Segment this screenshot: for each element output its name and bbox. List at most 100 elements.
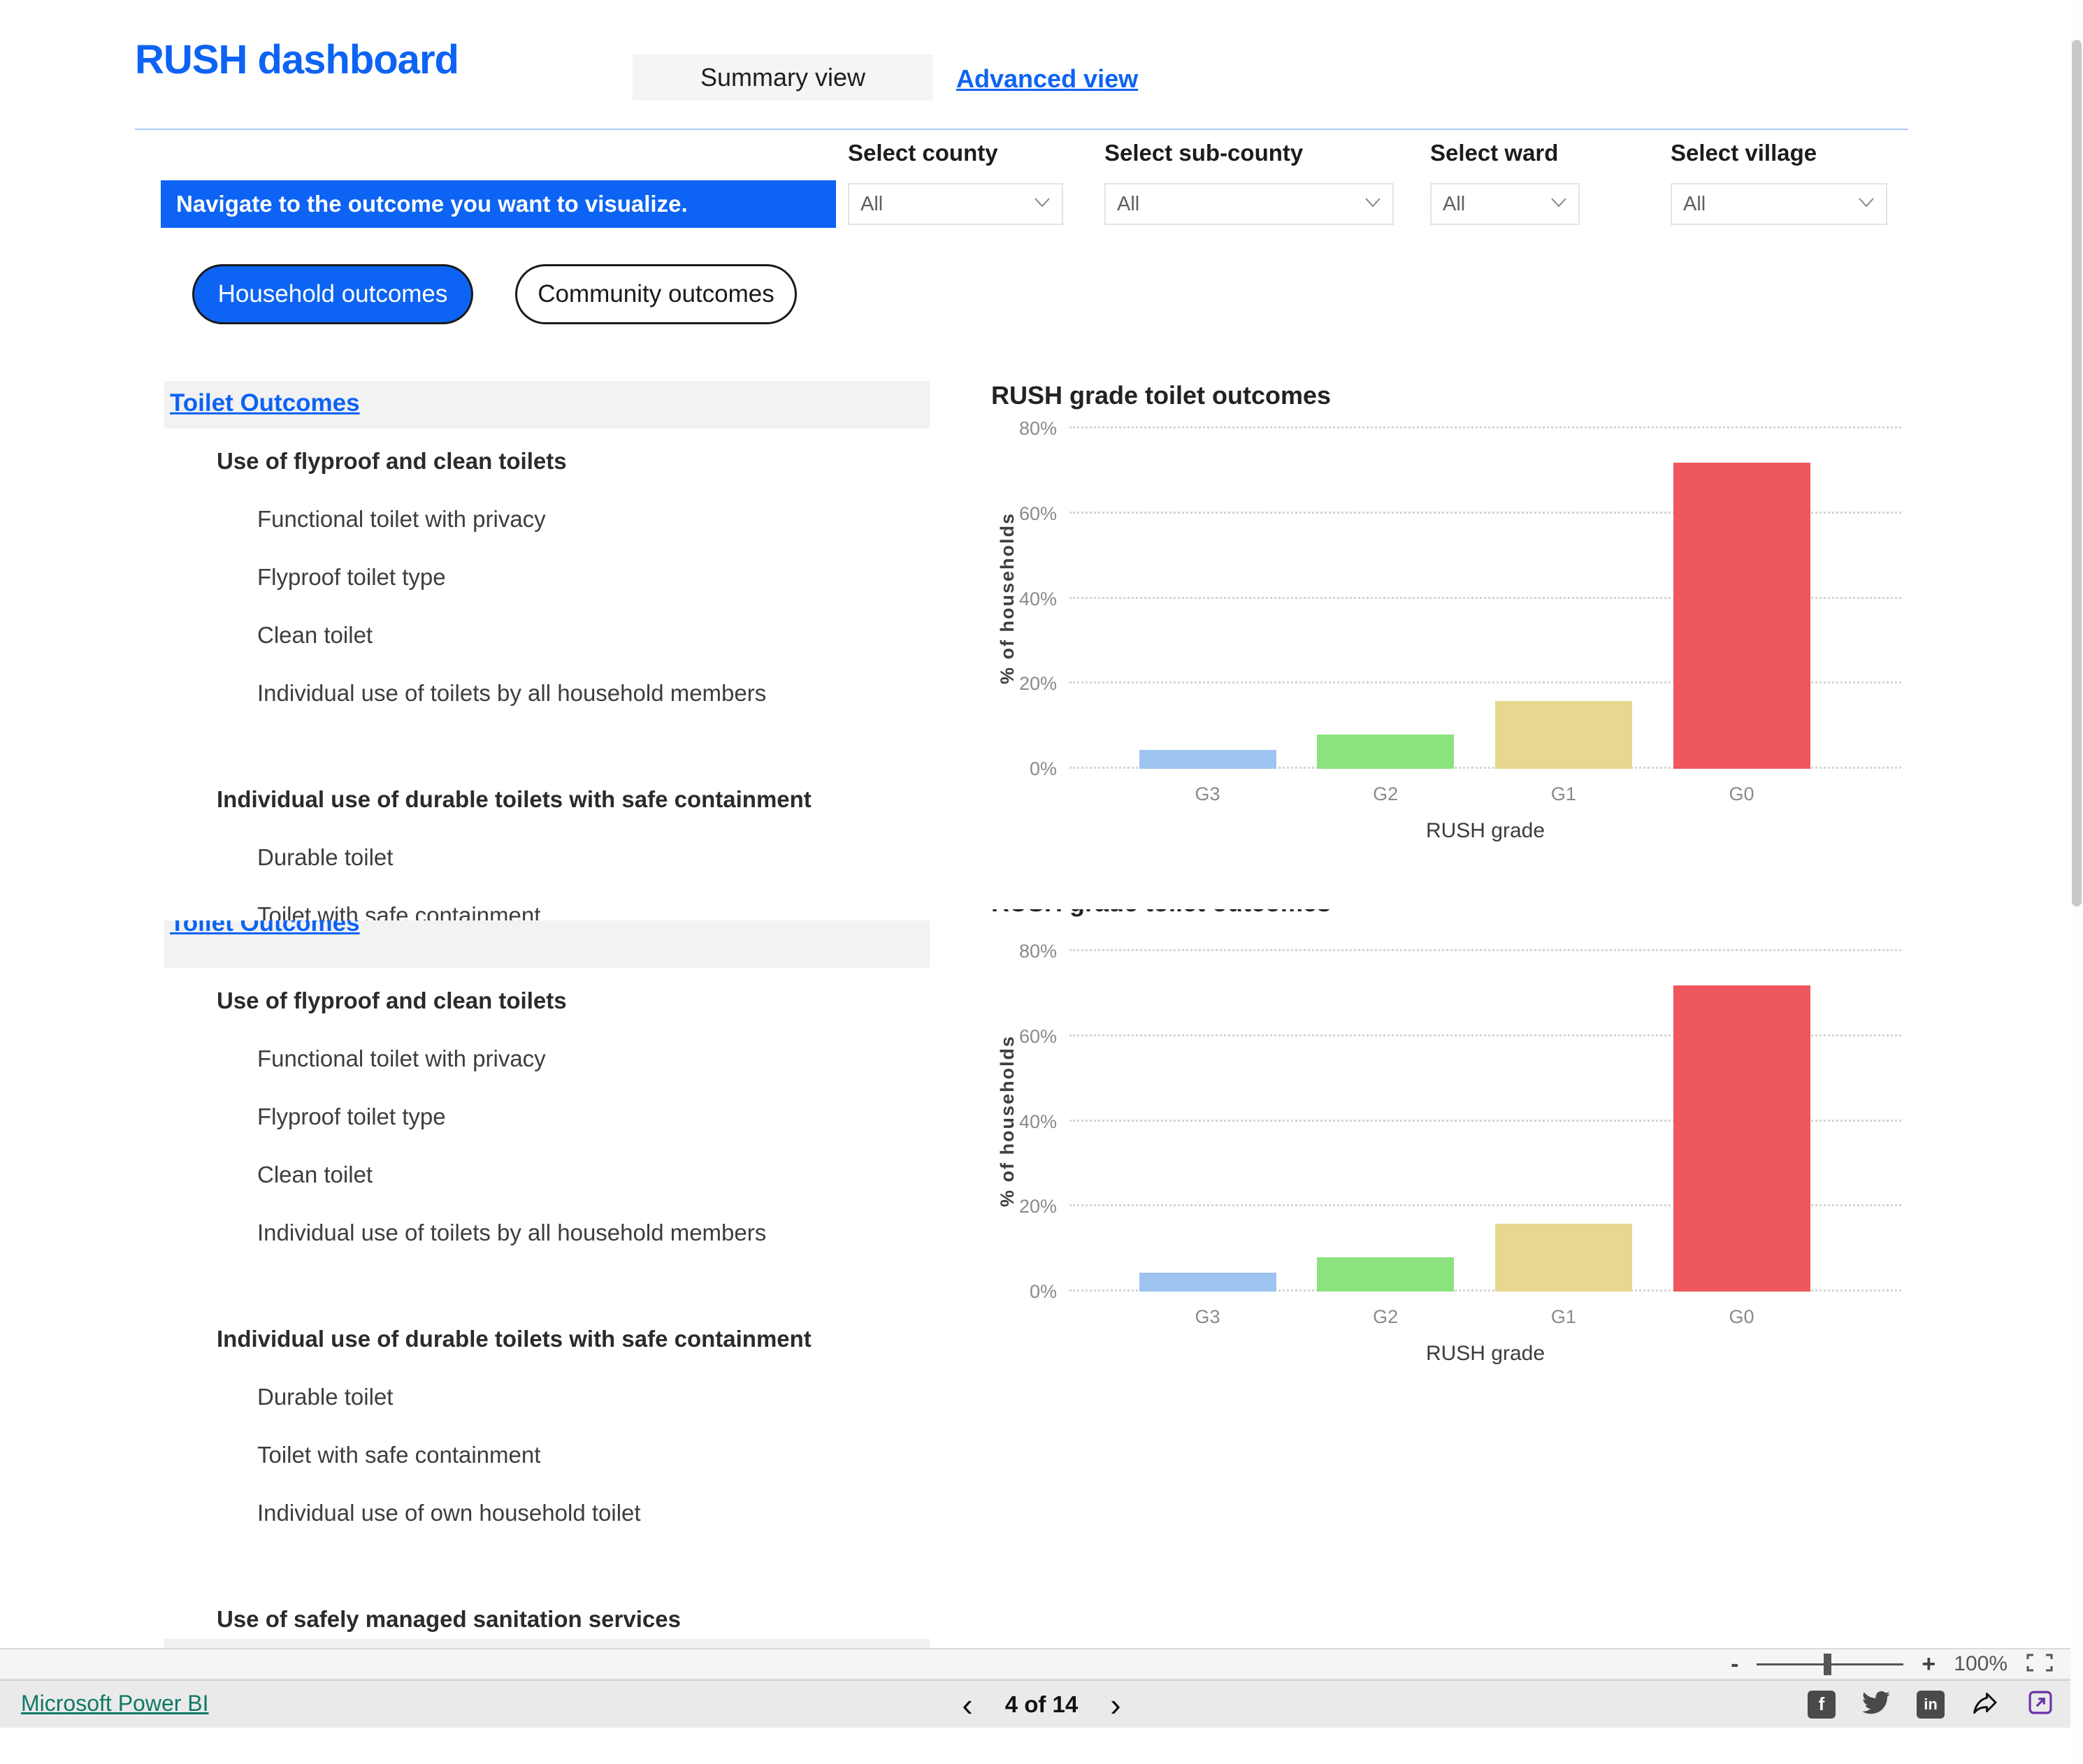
list-item[interactable]: Flyproof toilet type	[257, 1104, 446, 1129]
list-item[interactable]: Functional toilet with privacy	[257, 1046, 546, 1071]
bar-G3[interactable]	[1139, 749, 1276, 769]
plot-area: % of households RUSH grade 0% 20% 40% 60% 80…	[997, 418, 1901, 842]
zoom-level: 100%	[1954, 1652, 2008, 1675]
x-tick-label-G0: G0	[1729, 783, 1754, 804]
list-item[interactable]: Toilet with safe containment	[257, 902, 541, 920]
gridline	[1069, 681, 1901, 684]
twitter-icon[interactable]	[1861, 1689, 1891, 1720]
chevron-down-icon	[1550, 197, 1567, 211]
y-tick-label: 0%	[1029, 1281, 1057, 1302]
y-tick-label: 80%	[1018, 418, 1057, 439]
tab-advanced-view[interactable]: Advanced view	[956, 64, 1139, 93]
y-tick-label: 60%	[1018, 503, 1057, 524]
x-tick-label-G3: G3	[1195, 1306, 1220, 1327]
bar-G2[interactable]	[1317, 735, 1455, 769]
list-item[interactable]: Clean toilet	[257, 622, 373, 648]
list-item[interactable]: Durable toilet	[257, 1384, 394, 1410]
gridline	[1069, 949, 1901, 951]
x-tick-label-G1: G1	[1550, 1306, 1576, 1327]
share-icon[interactable]	[1970, 1689, 2001, 1720]
filter-label-village: Select village	[1671, 140, 1817, 166]
x-tick-label-G0: G0	[1729, 1306, 1754, 1327]
x-tick-label-G1: G1	[1550, 783, 1576, 804]
toilet-outcomes-list-2: Toilet Outcomes Use of flyproof and clea…	[164, 920, 930, 1639]
list-item[interactable]: Individual use of own household toilet	[257, 1500, 641, 1526]
y-tick-label: 20%	[1018, 673, 1057, 695]
county-dropdown[interactable]: All	[848, 183, 1063, 225]
community-outcomes-button[interactable]: Community outcomes	[515, 264, 797, 324]
zoom-slider-handle[interactable]	[1824, 1653, 1832, 1675]
zoom-slider[interactable]	[1757, 1653, 1904, 1675]
bar-G0[interactable]	[1673, 462, 1810, 769]
vertical-scrollbar[interactable]	[2070, 0, 2083, 1764]
list-item[interactable]: Clean toilet	[257, 1162, 373, 1187]
bar-G2[interactable]	[1317, 1257, 1455, 1292]
section-header-bar: Toilet Outcomes	[164, 920, 930, 968]
chart-title-clipped: RUSH grade toilet outcomes	[991, 909, 1331, 918]
gridline	[1069, 511, 1901, 514]
gridline	[1069, 1034, 1901, 1036]
x-axis-title: RUSH grade	[1425, 819, 1545, 842]
subcounty-dropdown[interactable]: All	[1104, 183, 1394, 225]
filter-label-county: Select county	[848, 140, 998, 166]
section-header-bar: Toilet Outcomes	[164, 381, 930, 428]
zoom-in-button[interactable]: +	[1922, 1651, 1936, 1677]
bar-G1[interactable]	[1494, 700, 1632, 769]
bar-G3[interactable]	[1139, 1272, 1276, 1292]
group-title: Individual use of durable toilets with s…	[217, 786, 812, 812]
next-section-header-partial	[164, 1639, 930, 1648]
village-dropdown[interactable]: All	[1671, 183, 1887, 225]
bar-G1[interactable]	[1494, 1223, 1632, 1292]
y-tick-label: 20%	[1018, 1196, 1057, 1217]
village-dropdown-value: All	[1683, 192, 1706, 215]
chevron-down-icon	[1034, 197, 1051, 211]
list-item[interactable]: Durable toilet	[257, 844, 394, 870]
gridline	[1069, 426, 1901, 428]
group-title: Use of flyproof and clean toilets	[217, 448, 567, 474]
ward-dropdown-value: All	[1443, 192, 1466, 215]
toilet-outcomes-link[interactable]: Toilet Outcomes	[170, 920, 360, 937]
linkedin-icon[interactable]: in	[1917, 1690, 1945, 1719]
scrollbar-thumb[interactable]	[2072, 40, 2082, 906]
household-outcomes-button[interactable]: Household outcomes	[192, 264, 473, 324]
gridline	[1069, 1119, 1901, 1122]
filter-label-subcounty: Select sub-county	[1104, 140, 1304, 166]
toilet-outcomes-link[interactable]: Toilet Outcomes	[170, 389, 360, 417]
page-indicator: 4 of 14	[1004, 1691, 1079, 1717]
group-title: Individual use of durable toilets with s…	[217, 1326, 812, 1352]
gridline	[1069, 767, 1901, 769]
powerbi-footer: Microsoft Power BI ‹ 4 of 14 › f in	[0, 1680, 2083, 1728]
list-item[interactable]: Individual use of toilets by all househo…	[257, 680, 767, 706]
list-item[interactable]: Toilet with safe containment	[257, 1442, 541, 1468]
toilet-outcomes-list-1: Toilet Outcomes Use of flyproof and clea…	[164, 381, 930, 920]
facebook-icon[interactable]: f	[1808, 1690, 1836, 1719]
group-title: Use of flyproof and clean toilets	[217, 988, 567, 1013]
subcounty-dropdown-value: All	[1117, 192, 1140, 215]
gridline	[1069, 596, 1901, 599]
next-page-button[interactable]: ›	[1110, 1686, 1121, 1723]
ward-dropdown[interactable]: All	[1430, 183, 1580, 225]
list-item[interactable]: Individual use of toilets by all househo…	[257, 1220, 767, 1245]
chevron-down-icon	[1858, 197, 1875, 211]
page-title: RUSH dashboard	[135, 37, 459, 82]
microsoft-powerbi-link[interactable]: Microsoft Power BI	[21, 1691, 209, 1716]
list-item[interactable]: Flyproof toilet type	[257, 564, 446, 590]
zoom-out-button[interactable]: -	[1731, 1651, 1739, 1677]
bar-G0[interactable]	[1673, 985, 1810, 1292]
tab-summary-view-label: Summary view	[700, 63, 866, 92]
plot-area: % of households RUSH grade 0% 20% 40% 60% 80…	[997, 941, 1901, 1365]
previous-page-button[interactable]: ‹	[962, 1686, 973, 1723]
list-item[interactable]: Functional toilet with privacy	[257, 506, 546, 532]
y-tick-label: 60%	[1018, 1025, 1057, 1047]
filter-label-ward: Select ward	[1430, 140, 1559, 166]
tab-summary-view[interactable]: Summary view	[633, 55, 933, 101]
y-tick-label: 40%	[1018, 588, 1057, 609]
x-axis-title: RUSH grade	[1425, 1342, 1545, 1365]
header-divider	[135, 129, 1908, 130]
open-in-powerbi-icon[interactable]	[2026, 1688, 2055, 1721]
fit-to-screen-icon[interactable]	[2026, 1652, 2054, 1677]
chevron-down-icon	[1364, 197, 1381, 211]
x-tick-label-G2: G2	[1373, 783, 1399, 804]
rush-grade-chart-2: RUSH grade toilet outcomes % of househol…	[979, 898, 1908, 1387]
y-tick-label: 80%	[1018, 941, 1057, 962]
